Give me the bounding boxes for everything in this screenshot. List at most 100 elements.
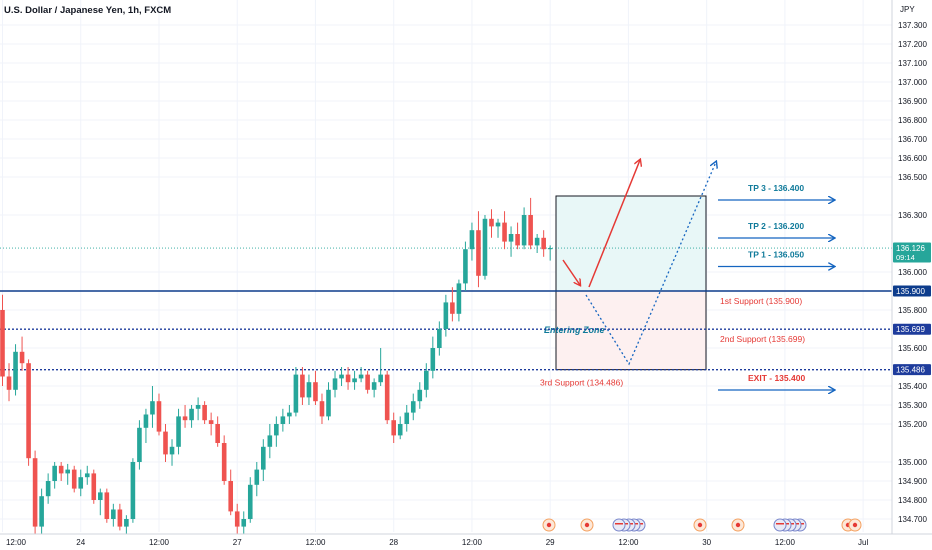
candle-body <box>489 218 494 227</box>
time-tick-label: 28 <box>389 538 398 547</box>
us-flag-icon <box>612 518 626 532</box>
candle-body <box>267 435 273 447</box>
price-tick-label: 136.300 <box>898 211 927 220</box>
candle-body <box>521 215 527 246</box>
price-tag[interactable] <box>893 285 931 297</box>
time-tick-label: 12:00 <box>618 538 639 547</box>
candle-body <box>313 382 318 402</box>
time-tick-label: 12:00 <box>462 538 483 547</box>
candle-body <box>254 469 260 485</box>
candle-body <box>156 401 162 432</box>
zone-border[interactable] <box>555 195 707 371</box>
support-label: 2nd Support (135.699) <box>720 334 805 344</box>
candle-body <box>221 443 227 481</box>
time-tick-label: 12:00 <box>305 538 326 547</box>
support-label: 1st Support (135.900) <box>720 296 802 306</box>
candle-body <box>124 519 129 527</box>
us-events-icon[interactable] <box>612 518 646 532</box>
price-tag-label: 136.126 <box>896 244 925 253</box>
candle-body <box>326 389 331 417</box>
candle-body <box>189 408 194 421</box>
price-tick-label: 136.500 <box>898 173 927 182</box>
candle-body <box>365 374 370 390</box>
price-tag[interactable] <box>893 323 931 335</box>
time-tick-label: 24 <box>76 538 85 547</box>
candle-body <box>71 469 77 489</box>
price-tick-label: 136.900 <box>898 97 927 106</box>
event-flag-icon[interactable] <box>731 518 745 532</box>
event-flag-icon[interactable] <box>693 518 707 532</box>
candle-body <box>319 401 325 417</box>
price-tag[interactable] <box>893 242 931 263</box>
price-tick-label: 135.300 <box>898 401 927 410</box>
risk-zone-fill <box>556 291 706 370</box>
price-axis[interactable]: 134.700 134.800 134.900 135.000 135.200 135.3… <box>891 0 932 550</box>
event-flag-icon-dot <box>735 522 741 528</box>
time-axis[interactable]: 12:00 24 12:00 27 12:00 28 12:00 29 12:00 30 12:00… <box>0 533 932 550</box>
time-tick-label: Jul <box>858 538 868 547</box>
price-tick-label: 137.000 <box>898 78 927 87</box>
candle-body <box>84 473 90 478</box>
candle-body <box>111 509 116 519</box>
event-flag-icon[interactable] <box>580 518 594 532</box>
candle-body <box>195 405 201 409</box>
price-tag-countdown: 09:14 <box>896 253 915 262</box>
event-flag-icon[interactable] <box>542 518 556 532</box>
candle-body <box>397 424 403 436</box>
price-tick-label: 137.300 <box>898 21 927 30</box>
candle-body <box>176 416 181 447</box>
profit-zone-fill <box>556 196 706 291</box>
trend-arrows[interactable] <box>562 160 716 366</box>
candle-body <box>143 414 149 428</box>
price-tick-label: 135.800 <box>898 306 927 315</box>
target-label: TP 1 - 136.050 <box>748 250 804 260</box>
candle-body <box>104 492 110 519</box>
candle-body <box>241 519 247 527</box>
price-tick-label: 137.100 <box>898 59 927 68</box>
candle-body <box>547 248 553 250</box>
candle-body <box>182 416 188 421</box>
candle-body <box>378 374 383 383</box>
candle-body <box>443 302 449 329</box>
candle-body <box>534 237 540 246</box>
projected-path-blue[interactable] <box>585 162 716 366</box>
candle-body <box>247 484 253 519</box>
candle-body <box>502 222 507 242</box>
price-tick-label: 135.000 <box>898 458 927 467</box>
price-tick-label: 134.900 <box>898 477 927 486</box>
chart-grid <box>0 0 892 532</box>
time-tick-label: 12:00 <box>775 538 796 547</box>
entering-zone-box[interactable]: Entering Zone <box>544 195 707 371</box>
candle-body <box>215 424 220 443</box>
target-labels: TP 3 - 136.400 TP 2 - 136.200 TP 1 - 136.0… <box>718 183 834 390</box>
price-tag-label: 135.486 <box>896 366 925 375</box>
time-axis-bg <box>0 534 932 550</box>
event-flag-icon[interactable] <box>848 518 862 532</box>
candle-body <box>410 401 416 413</box>
candle-body <box>0 310 5 377</box>
candle-body <box>130 462 136 519</box>
candlestick-series <box>0 197 553 538</box>
candle-body <box>52 465 57 481</box>
candle-body <box>202 405 207 421</box>
candle-body <box>163 431 168 455</box>
target-label: EXIT - 135.400 <box>748 373 805 383</box>
event-flag-icon-dot <box>852 522 858 528</box>
price-tick-label: 136.800 <box>898 116 927 125</box>
us-events-icon[interactable] <box>773 518 807 532</box>
price-tick-label: 134.700 <box>898 515 927 524</box>
target-label: TP 3 - 136.400 <box>748 183 804 193</box>
candle-body <box>541 237 546 250</box>
candle-body <box>306 382 312 398</box>
candle-body <box>293 374 299 413</box>
candle-body <box>65 469 70 474</box>
economic-event-icons[interactable] <box>542 518 862 532</box>
candle-body <box>300 374 305 398</box>
candle-body <box>39 496 44 527</box>
price-tag[interactable] <box>893 364 931 376</box>
time-tick-label: 29 <box>546 538 555 547</box>
up-arrow-red[interactable] <box>588 160 640 288</box>
down-arrow-short[interactable] <box>562 259 580 285</box>
candle-body <box>274 424 279 436</box>
